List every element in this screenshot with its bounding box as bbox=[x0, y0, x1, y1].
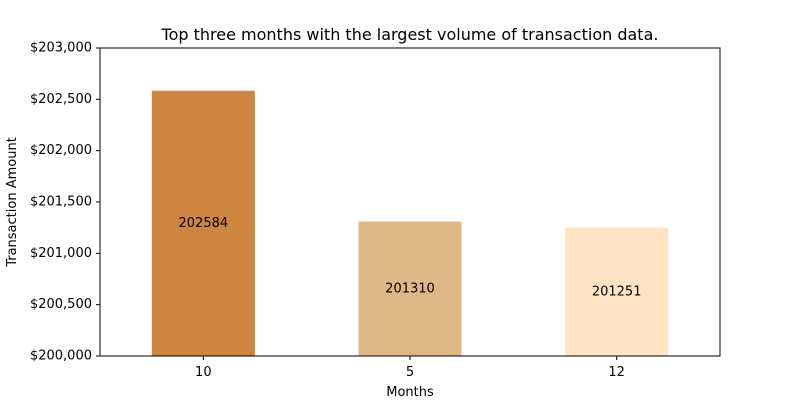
y-tick-label-202000: $202,000 bbox=[30, 143, 92, 158]
bars-layer bbox=[151, 90, 669, 356]
y-tick-label-200000: $200,000 bbox=[30, 349, 92, 364]
x-tick-label-12: 12 bbox=[608, 365, 625, 380]
x-tick-label-10: 10 bbox=[195, 365, 212, 380]
bar-5 bbox=[358, 221, 462, 356]
y-axis-title: Transaction Amount bbox=[5, 137, 20, 268]
data-label-10: 202584 bbox=[179, 216, 229, 231]
y-tick-label-201500: $201,500 bbox=[30, 195, 92, 210]
data-label-12: 201251 bbox=[592, 284, 642, 299]
data-labels-layer: 202584 201310 201251 bbox=[179, 216, 642, 299]
bar-10 bbox=[151, 90, 255, 356]
y-tick-label-200500: $200,500 bbox=[30, 297, 92, 312]
bar-12 bbox=[565, 227, 669, 356]
x-axis-title: Months bbox=[386, 385, 434, 400]
y-tick-label-202500: $202,500 bbox=[30, 92, 92, 107]
x-tick-label-5: 5 bbox=[406, 365, 414, 380]
y-tick-label-201000: $201,000 bbox=[30, 246, 92, 261]
data-label-5: 201310 bbox=[385, 281, 435, 296]
chart-title: Top three months with the largest volume… bbox=[161, 25, 659, 44]
y-axis: $200,000 $200,500 $201,000 $201,500 $202,000… bbox=[30, 41, 100, 364]
y-tick-label-203000: $203,000 bbox=[30, 41, 92, 56]
x-axis: 10 5 12 bbox=[195, 356, 625, 380]
